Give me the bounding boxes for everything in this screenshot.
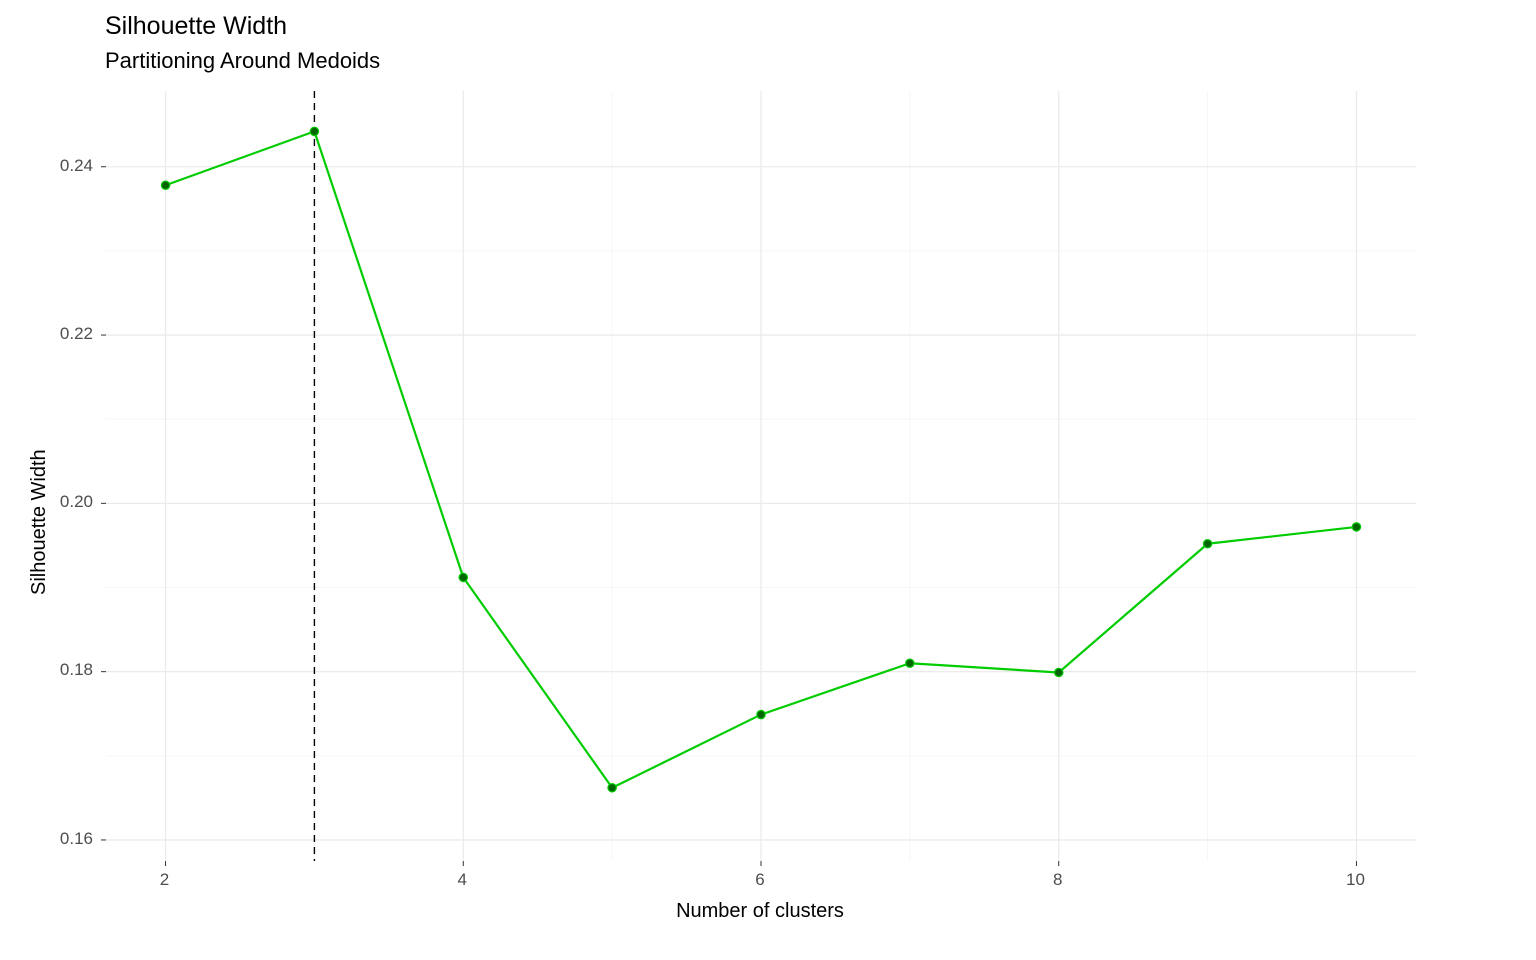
chart-title: Silhouette Width [105,12,287,41]
y-tick-label: 0.22 [0,324,93,344]
x-tick-label: 2 [135,870,195,890]
y-tick-label: 0.20 [0,492,93,512]
y-tick-label: 0.24 [0,156,93,176]
chart-subtitle: Partitioning Around Medoids [105,48,380,74]
plot-panel [105,90,1417,862]
y-axis-label: Silhouette Width [28,449,51,595]
y-tick-label: 0.18 [0,660,93,680]
x-tick-label: 6 [730,870,790,890]
x-axis-label: Number of clusters [105,900,1415,923]
y-tick-label: 0.16 [0,829,93,849]
x-tick-label: 10 [1325,870,1385,890]
chart-container: Silhouette Width Partitioning Around Med… [0,0,1536,960]
x-tick-label: 4 [432,870,492,890]
x-tick-label: 8 [1028,870,1088,890]
plot-svg [105,90,1417,867]
